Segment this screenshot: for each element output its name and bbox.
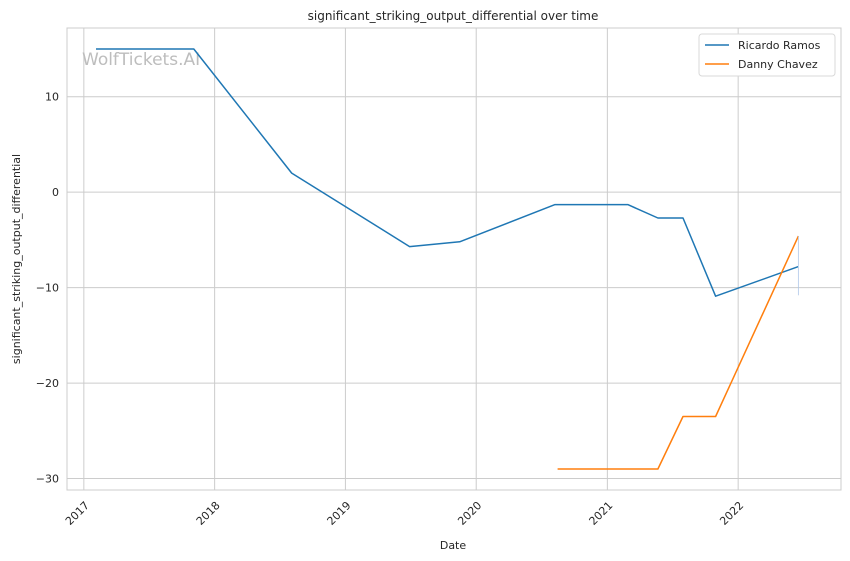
- data-point-ricardo-ramos: [657, 217, 659, 219]
- x-tick-label: 2017: [63, 499, 92, 528]
- data-point-danny-chavez: [715, 416, 717, 418]
- data-point-ricardo-ramos: [291, 172, 293, 174]
- x-tick-label: 2019: [325, 499, 354, 528]
- data-point-ricardo-ramos: [409, 246, 411, 248]
- y-tick-label: 0: [52, 186, 59, 199]
- y-tick-label: −20: [36, 377, 59, 390]
- x-tick-label: 2021: [586, 499, 615, 528]
- data-point-ricardo-ramos: [554, 204, 556, 206]
- legend: Ricardo Ramos Danny Chavez: [698, 33, 836, 77]
- chart-title: significant_striking_output_differential…: [308, 9, 599, 23]
- data-point-ricardo-ramos: [627, 204, 629, 206]
- legend-box: [698, 33, 836, 77]
- data-point-danny-chavez: [682, 416, 684, 418]
- y-axis-label: significant_striking_output_differential: [10, 154, 23, 364]
- data-point-danny-chavez: [657, 468, 659, 470]
- y-tick-labels: 10 0 −10 −20 −30: [36, 91, 59, 486]
- data-point-danny-chavez: [557, 468, 559, 470]
- series-line-ricardo-ramos: [96, 48, 799, 297]
- data-point-ricardo-ramos: [682, 217, 684, 219]
- x-axis-label: Date: [440, 539, 467, 552]
- y-tick-label: 10: [45, 91, 59, 104]
- legend-label-danny-chavez: Danny Chavez: [738, 58, 818, 71]
- data-point-ricardo-ramos: [715, 295, 717, 297]
- x-tick-label: 2018: [194, 499, 223, 528]
- plot-area-frame: [66, 27, 842, 491]
- data-point-ricardo-ramos: [459, 241, 461, 243]
- legend-label-ricardo-ramos: Ricardo Ramos: [738, 39, 821, 52]
- data-point-ricardo-ramos: [95, 48, 97, 50]
- y-tick-label: −30: [36, 473, 59, 486]
- y-tick-label: −10: [36, 282, 59, 295]
- watermark: WolfTickets.AI: [82, 50, 200, 70]
- x-tick-label: 2022: [717, 499, 746, 528]
- series-lines: [95, 48, 800, 470]
- data-point-ricardo-ramos: [193, 48, 195, 50]
- x-tick-label: 2020: [455, 499, 484, 528]
- series-line-danny-chavez: [557, 235, 800, 470]
- x-tick-labels: 2017 2018 2019 2020 2021 2022: [63, 499, 746, 528]
